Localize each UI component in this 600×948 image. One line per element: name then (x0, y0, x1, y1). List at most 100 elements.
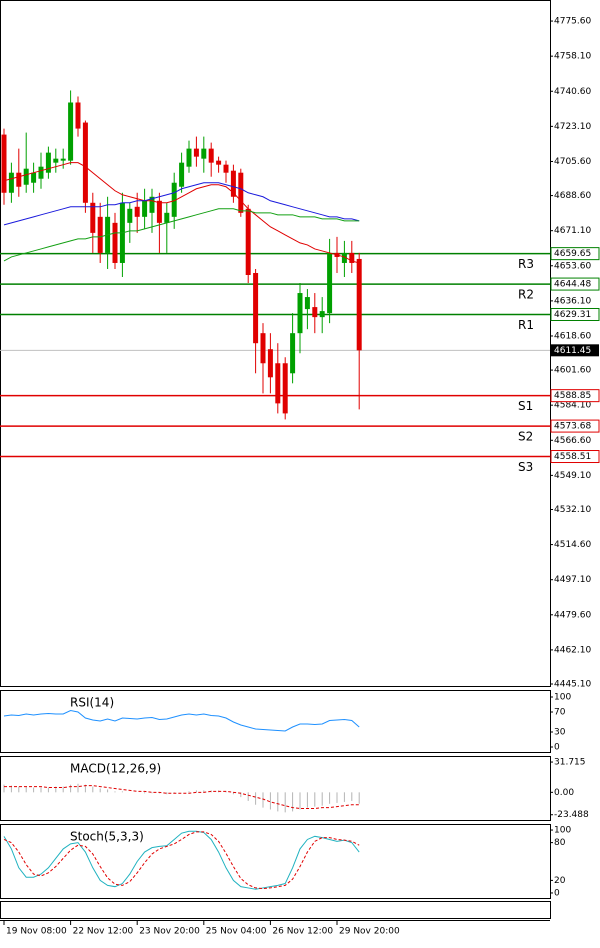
level-label-box (550, 450, 600, 464)
y-tick-label: 4514.60 (554, 540, 591, 550)
y-tick-label: 4584.10 (554, 401, 591, 411)
candle-body (253, 272, 259, 344)
level-label: 4644.48 (554, 280, 591, 290)
candle-body (38, 166, 44, 179)
indicator-line (3, 831, 360, 890)
y-tick-label: 4705.60 (554, 157, 591, 167)
candle-body (179, 162, 185, 187)
candle-body (90, 202, 96, 233)
x-tick-label: 29 Nov 20:00 (339, 927, 400, 937)
level-name: S2 (518, 430, 533, 444)
candle-body (53, 158, 59, 163)
candle-body (304, 297, 310, 310)
level-label: 4573.68 (554, 422, 591, 432)
y-tick-label: 4479.60 (554, 610, 591, 620)
y-tick-label: 4688.60 (554, 191, 591, 201)
candle-body (356, 258, 362, 351)
candle-body (142, 200, 148, 217)
candle-body (156, 200, 162, 223)
y-tick-label: 4775.60 (554, 17, 591, 27)
candle-body (216, 160, 222, 165)
current-price-box (551, 344, 599, 357)
candle-body (319, 311, 325, 318)
y-tick-label: 4566.60 (554, 436, 591, 446)
y-tick-label: 70 (554, 708, 566, 718)
y-tick-label: 4497.10 (554, 575, 591, 585)
candle-body (134, 206, 140, 217)
level-label: 4659.65 (554, 249, 591, 259)
level-label-box (550, 419, 600, 433)
candle-body (208, 148, 214, 163)
candle-body (341, 252, 347, 263)
panel-title: RSI(14) (70, 696, 114, 710)
level-label: 4629.31 (554, 310, 591, 320)
candle-body (290, 333, 296, 374)
y-tick-label: 4462.10 (554, 645, 591, 655)
level-label: 4558.51 (554, 452, 591, 462)
y-tick-label: 4532.10 (554, 505, 591, 515)
y-tick-label: 4758.10 (554, 52, 591, 62)
candle-body (45, 152, 51, 173)
macd-panel (0, 756, 551, 821)
level-name: R1 (518, 318, 534, 332)
candle-body (82, 122, 88, 203)
y-tick-label: 31.715 (554, 758, 586, 768)
stoch-panel (0, 824, 551, 899)
y-tick-label: -23.488 (554, 810, 589, 820)
candle-body (312, 307, 318, 318)
level-label-box (550, 389, 600, 403)
candle-body (1, 134, 7, 193)
level-label: 4588.85 (554, 391, 591, 401)
candle-body (31, 172, 37, 183)
current-price-label: 4611.45 (554, 346, 591, 356)
level-name: R3 (518, 257, 534, 271)
panel-title: MACD(12,26,9) (70, 762, 161, 776)
candle-body (149, 196, 155, 213)
y-tick-label: 20 (554, 876, 566, 886)
candle-body (282, 363, 288, 414)
candle-body (223, 164, 229, 173)
candle-body (97, 216, 103, 253)
candle-body (186, 148, 192, 167)
indicator-line (3, 830, 360, 890)
candle-body (8, 172, 14, 193)
y-tick-label: 4671.10 (554, 226, 591, 236)
candle-body (164, 212, 170, 223)
indicator-line (3, 162, 360, 264)
candle-body (171, 182, 177, 217)
y-tick-label: 4549.10 (554, 471, 591, 481)
candle-body (201, 148, 207, 159)
candle-body (68, 102, 74, 161)
candle-body (267, 349, 273, 378)
panel-title: Stoch(5,3,3) (70, 830, 144, 844)
candle-body (127, 208, 133, 223)
indicator-line (3, 208, 360, 262)
y-tick-label: 0 (554, 888, 560, 898)
x-tick-label: 26 Nov 12:00 (272, 927, 333, 937)
candle-body (75, 102, 81, 129)
y-tick-label: 4653.60 (554, 261, 591, 271)
candle-body (260, 333, 266, 364)
candle-body (193, 148, 199, 157)
candle-body (238, 172, 244, 213)
y-tick-label: 4636.10 (554, 296, 591, 306)
level-label-box (550, 307, 600, 321)
candle-body (60, 158, 66, 161)
candle-body (297, 293, 303, 334)
candle-body (349, 252, 355, 263)
level-label-box (550, 277, 600, 291)
candle-body (245, 208, 251, 275)
y-tick-label: 100 (554, 693, 571, 703)
level-label-box (550, 247, 600, 261)
x-tick-label: 19 Nov 08:00 (6, 927, 67, 937)
y-tick-label: 0 (554, 743, 560, 753)
main-panel (0, 0, 551, 687)
candle-body (327, 252, 333, 314)
level-name: S1 (518, 399, 533, 413)
indicator-line (3, 182, 360, 226)
y-tick-label: 0.00 (554, 788, 574, 798)
y-tick-label: 100 (554, 826, 571, 836)
y-tick-label: 4445.10 (554, 679, 591, 689)
x-tick-label: 25 Nov 04:00 (206, 927, 267, 937)
